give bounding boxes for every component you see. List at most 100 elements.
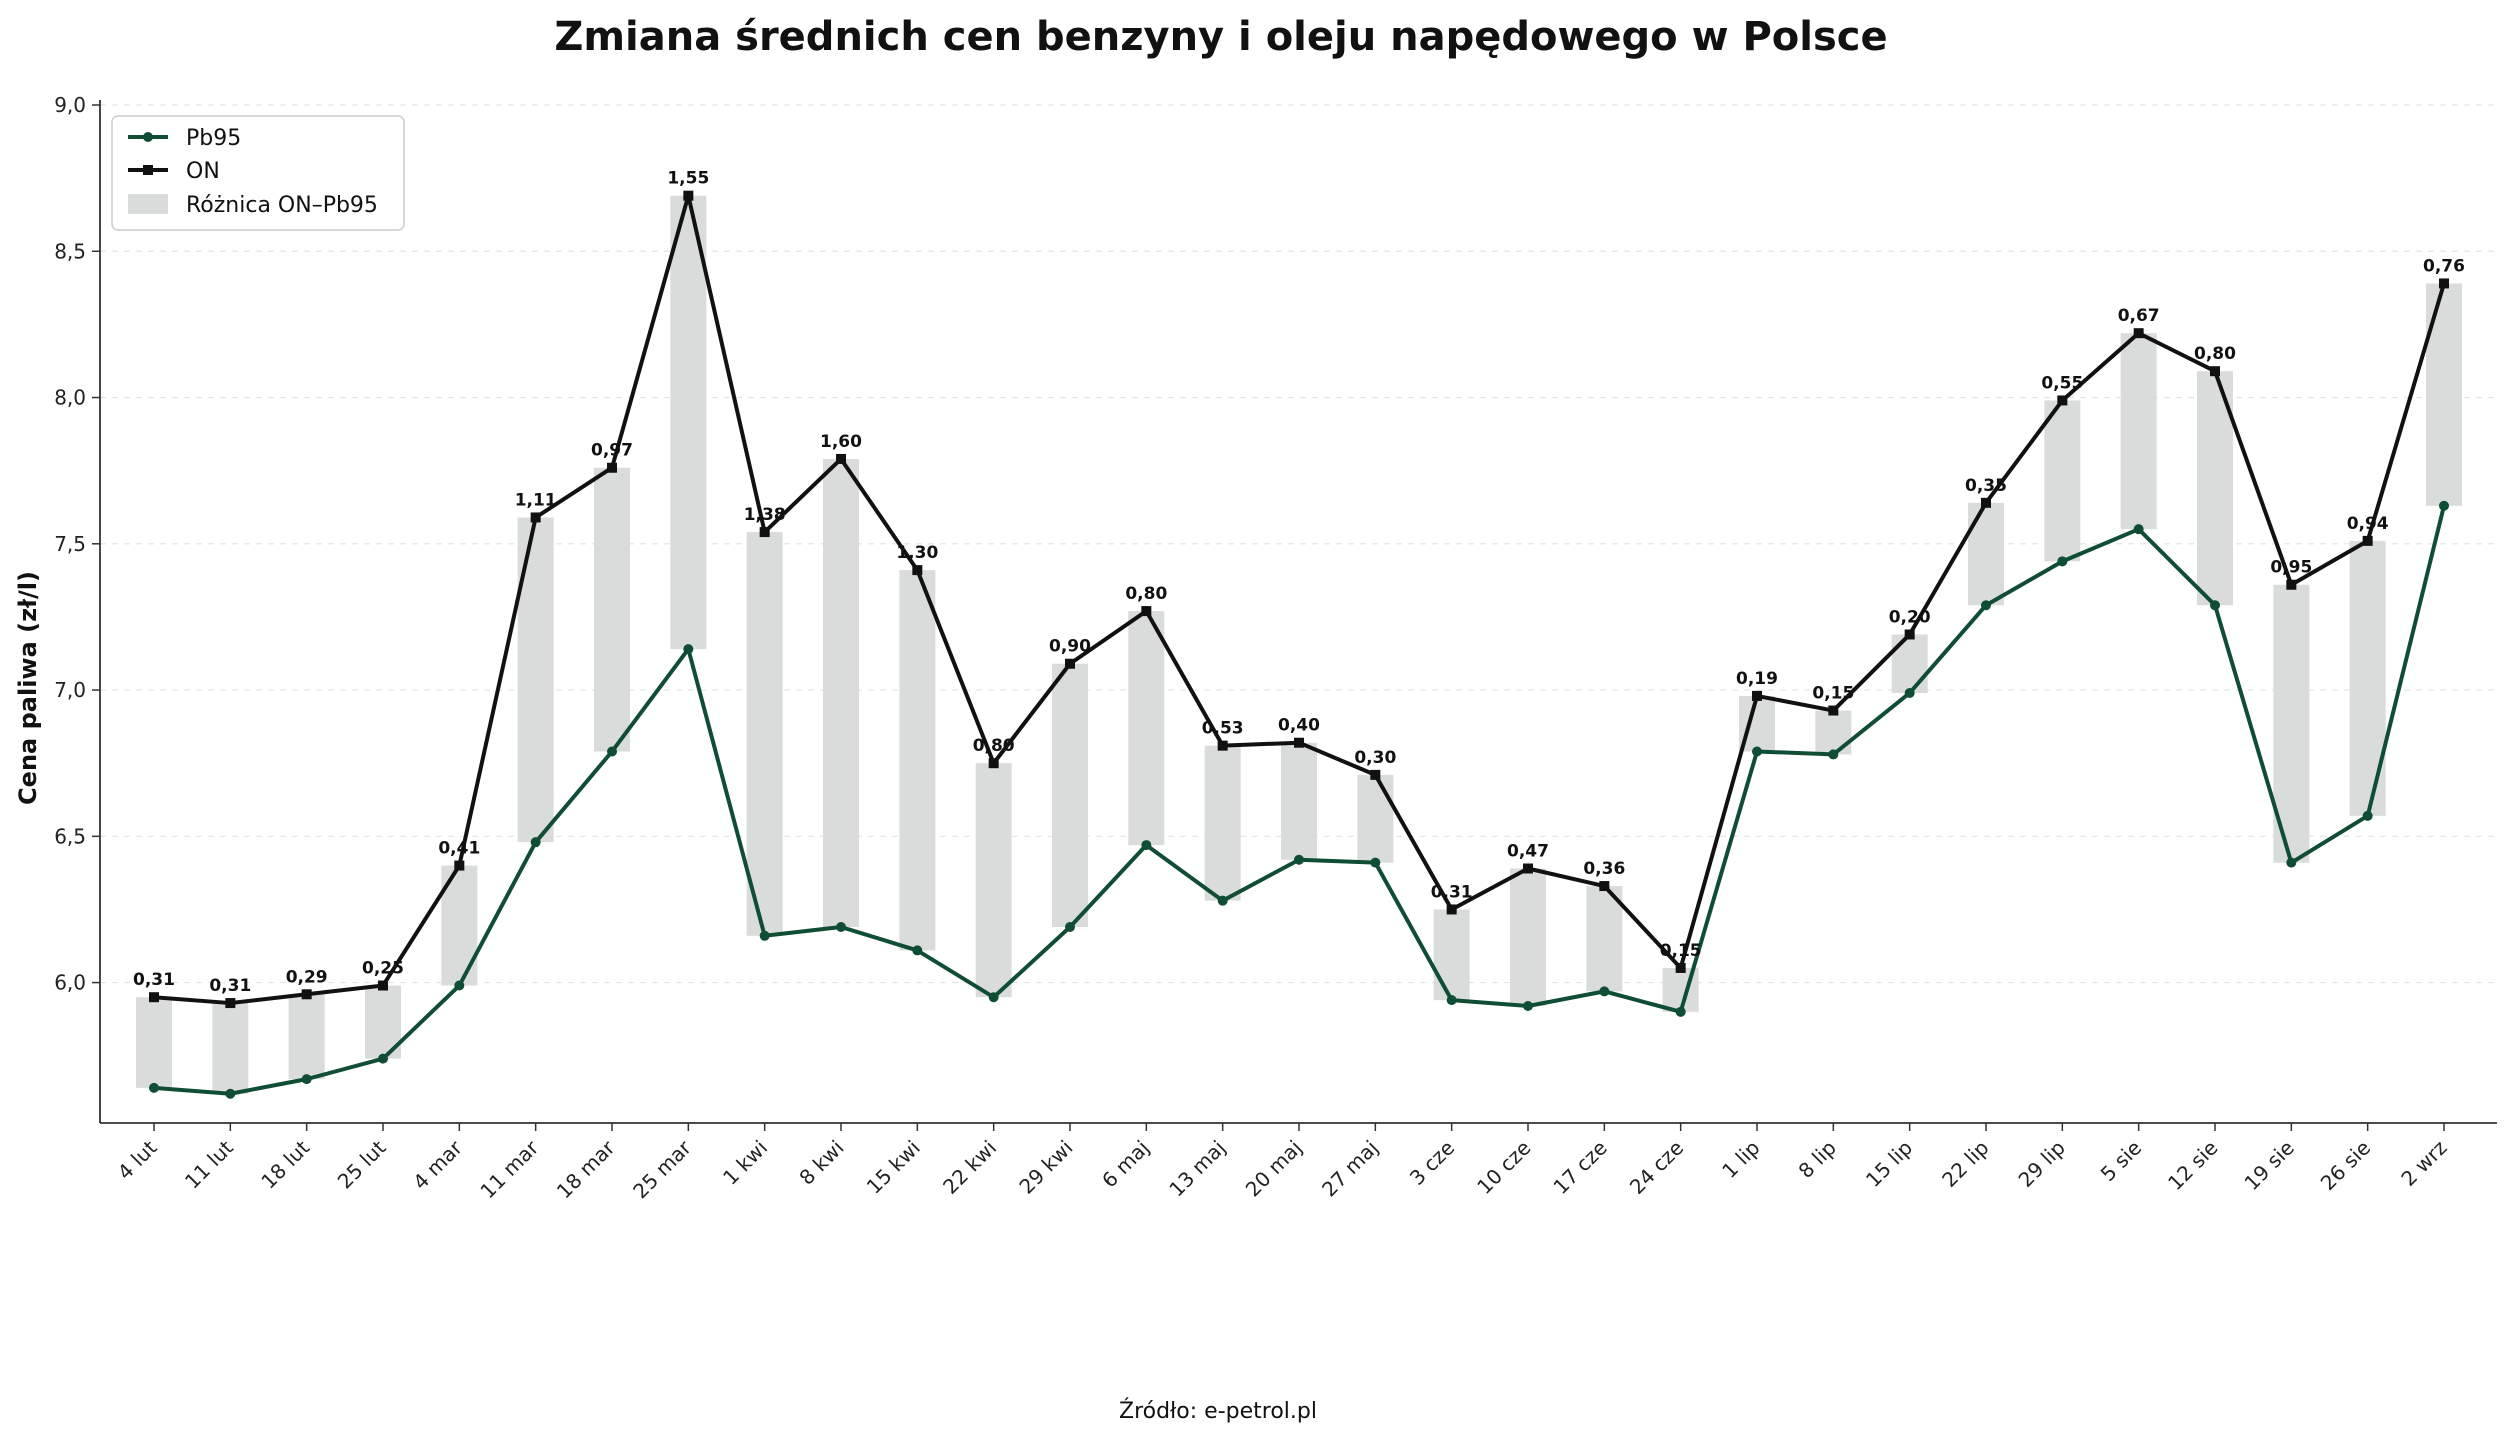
on-point (1599, 881, 1610, 892)
on-point (378, 980, 388, 991)
pb95-point (454, 980, 465, 991)
axes: 6,0 6,5 7,0 7,5 8,0 8,5 9,0 4 lut 11 lut 18 lut 25… (54, 93, 2497, 1203)
difference-label: 0,76 (2423, 256, 2465, 276)
on-point (1065, 658, 1075, 669)
difference-bar (1052, 663, 1088, 928)
on-point (988, 758, 999, 769)
on-point (149, 992, 159, 1003)
on-point (1904, 629, 1915, 640)
y-tick-label: 9,0 (54, 93, 86, 117)
difference-bar (1510, 868, 1546, 1006)
difference-bar (2349, 540, 2386, 816)
legend-diff-swatch (128, 194, 168, 214)
pb95-point (1904, 687, 1915, 698)
difference-bar (975, 763, 1012, 998)
on-point (2210, 366, 2220, 377)
pb95-point (1752, 746, 1762, 757)
difference-label: 1,55 (667, 169, 709, 189)
difference-label: 0,15 (1660, 941, 1702, 961)
difference-bar (212, 1003, 249, 1094)
difference-bar (1433, 909, 1470, 1001)
pb95-point (1675, 1006, 1686, 1017)
legend-box (111, 115, 405, 231)
grid-lines (100, 104, 2497, 984)
pb95-point (988, 992, 999, 1003)
difference-label: 1,38 (744, 505, 786, 525)
x-tick-label: 25 mar (628, 1135, 696, 1203)
data-labels: 0,31 0,31 0,29 0,25 0,41 1,11 0,97 1,55 1,38 1,60… (133, 169, 2465, 996)
pb95-point (1370, 857, 1381, 868)
difference-bar (823, 458, 859, 928)
on-point (225, 998, 236, 1009)
difference-label: 0,80 (973, 736, 1015, 756)
x-tick-label: 26 sie (2316, 1136, 2375, 1195)
pb95-point (2286, 857, 2297, 868)
difference-bar (1281, 742, 1317, 860)
difference-bar (1891, 634, 1928, 693)
difference-label: 0,97 (591, 441, 633, 461)
difference-label: 0,55 (2041, 373, 2083, 393)
difference-bar (1815, 710, 1852, 755)
on-point (836, 453, 846, 464)
on-point (2362, 535, 2373, 546)
difference-bar (594, 467, 630, 752)
pb95-point (1217, 895, 1228, 906)
difference-bar (670, 195, 707, 650)
pb95-point (912, 945, 923, 956)
x-tick-label: 18 lut (256, 1135, 314, 1193)
x-tick-label: 10 cze (1472, 1136, 1535, 1199)
difference-bar (136, 997, 172, 1088)
x-tick-label: 1 kwi (718, 1136, 772, 1190)
difference-label: 0,25 (362, 959, 404, 979)
on-point (1675, 962, 1686, 973)
legend-diff-label: Różnica ON–Pb95 (186, 193, 378, 218)
x-tick-label: 19 sie (2239, 1136, 2298, 1195)
on-point (607, 462, 617, 473)
difference-bar (1204, 745, 1241, 901)
difference-bar (2426, 283, 2462, 506)
on-point (1752, 690, 1762, 701)
x-tick-label: 4 mar (408, 1135, 467, 1194)
legend-on-marker (143, 165, 153, 175)
on-point (759, 527, 770, 538)
on-point (530, 512, 541, 523)
y-tick-label: 6,0 (54, 971, 86, 995)
pb95-point (1599, 986, 1610, 997)
y-tick-label: 8,5 (54, 239, 86, 263)
difference-label: 0,15 (1812, 684, 1854, 704)
difference-label: 0,67 (2118, 306, 2160, 326)
source-note: Źródło: e-petrol.pl (1119, 1398, 1317, 1424)
x-tick-label: 22 lip (1937, 1136, 1993, 1192)
pb95-point (301, 1074, 312, 1085)
on-point (2286, 579, 2297, 590)
pb95-point (836, 922, 846, 933)
y-tick-label: 6,5 (54, 824, 86, 848)
y-tick-label: 7,0 (54, 678, 86, 702)
difference-label: 0,31 (209, 976, 251, 996)
pb95-point (530, 837, 541, 848)
difference-label: 0,29 (286, 967, 328, 987)
difference-bar (288, 994, 325, 1080)
legend-pb95-label: Pb95 (186, 126, 241, 151)
difference-label: 1,60 (820, 432, 862, 452)
x-tick-label: 6 maj (1097, 1136, 1154, 1193)
pb95-point (1523, 1000, 1533, 1011)
difference-label: 1,11 (515, 490, 557, 510)
difference-label: 1,30 (896, 543, 938, 563)
difference-label: 0,35 (1965, 476, 2007, 496)
x-tick-label: 12 sie (2163, 1136, 2222, 1195)
on-point (1294, 737, 1304, 748)
on-point (2133, 328, 2144, 339)
chart-title: Zmiana średnich cen benzyny i oleju napę… (554, 14, 1887, 60)
pb95-point (1981, 600, 1991, 611)
x-tick-label: 8 lip (1794, 1136, 1841, 1183)
pb95-point (1294, 854, 1304, 865)
x-tick-label: 8 kwi (794, 1136, 848, 1190)
pb95-point (607, 746, 617, 757)
on-point (2057, 395, 2068, 406)
difference-label: 0,94 (2347, 514, 2389, 534)
legend-on-label: ON (186, 159, 220, 184)
pb95-point (378, 1053, 388, 1064)
series-lines (149, 190, 2449, 1099)
on-point (1981, 497, 1991, 508)
